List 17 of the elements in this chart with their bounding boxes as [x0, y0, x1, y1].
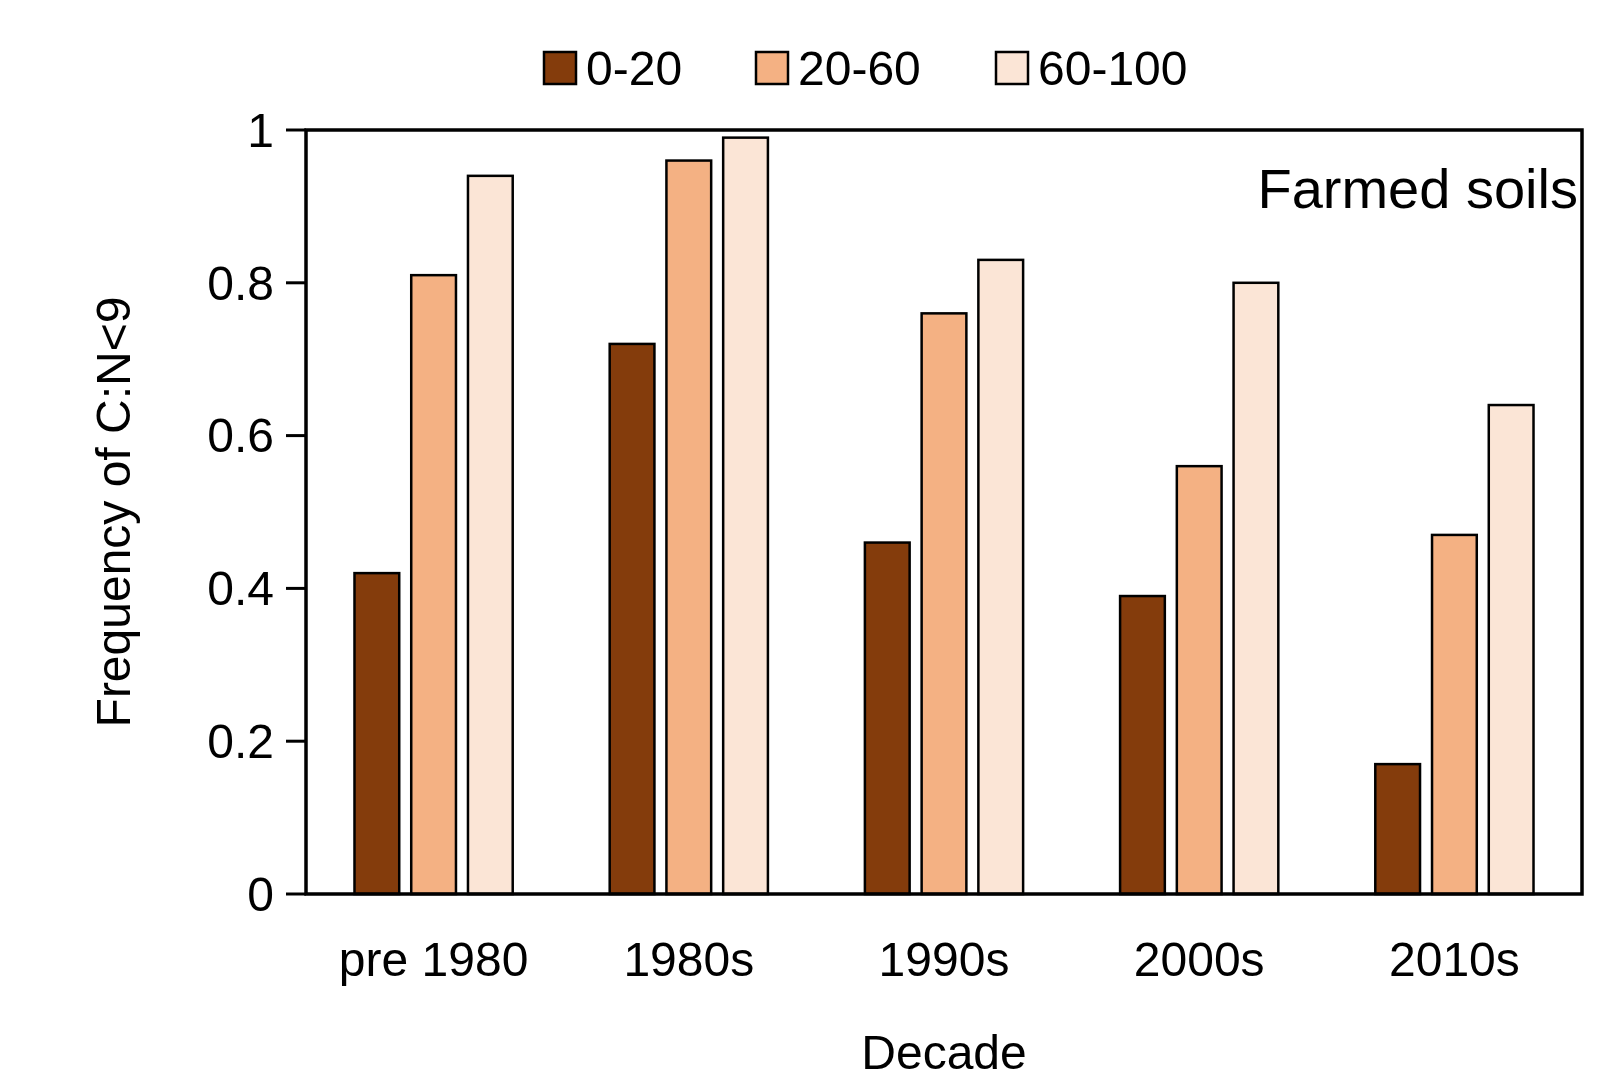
- x-tick-label: 2010s: [1389, 933, 1520, 986]
- y-tick-label: 0.6: [207, 409, 274, 463]
- y-tick-label: 0.8: [207, 256, 274, 310]
- legend-label: 60-100: [1038, 41, 1188, 95]
- x-axis-title: Decade: [861, 1026, 1027, 1079]
- y-tick-label: 0: [247, 867, 274, 921]
- x-tick-label: 2000s: [1133, 933, 1265, 986]
- legend-label: 0-20: [586, 41, 683, 95]
- y-tick-label: 1: [247, 103, 274, 157]
- x-tick-label: 1980s: [623, 933, 755, 986]
- y-axis-title: Frequency of C:N<9: [87, 296, 140, 728]
- legend-label: 20-60: [798, 41, 921, 95]
- x-tick-label: 1990s: [878, 933, 1010, 986]
- annotation: Farmed soils: [1257, 157, 1578, 220]
- y-tick-label: 0.4: [207, 562, 274, 616]
- x-tick-label: pre 1980: [338, 933, 529, 986]
- y-tick-label: 0.2: [207, 715, 274, 768]
